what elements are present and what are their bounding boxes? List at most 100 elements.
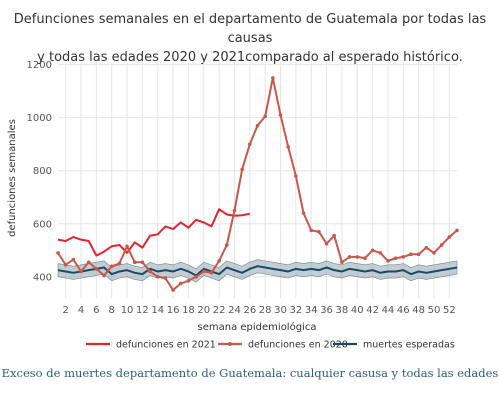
- series-expected-line: [57, 265, 458, 277]
- x-tick-label: 14: [151, 305, 164, 316]
- x-tick-label: 16: [167, 305, 180, 316]
- chart-title-line-1: Defunciones semanales en el departamento…: [13, 12, 487, 46]
- series-2020-point: [309, 228, 314, 233]
- series-2020-point: [355, 255, 360, 259]
- series-2020-point: [332, 233, 337, 238]
- series-2020-point: [217, 259, 221, 263]
- series-2020-point: [386, 259, 390, 263]
- chart-title: Defunciones semanales en el departamento…: [0, 10, 500, 67]
- series-2020-point: [439, 243, 444, 247]
- series-2020-point: [163, 276, 168, 280]
- x-tick-label: 46: [397, 305, 410, 316]
- series-2020-point: [240, 167, 244, 172]
- series-points: [56, 76, 459, 292]
- series-2020-point: [56, 251, 60, 255]
- y-tick-label: 1000: [27, 113, 52, 124]
- series-2020-point: [109, 264, 114, 268]
- series-2020-point: [416, 252, 421, 257]
- x-tick-label: 6: [93, 305, 99, 316]
- y-axis-ticks: 400 600 800 1000 1200: [27, 60, 52, 283]
- series-2020-point: [86, 260, 91, 265]
- series-2020-point: [447, 235, 452, 239]
- series-2020-point: [363, 256, 367, 261]
- series-2020-point: [201, 269, 206, 274]
- series-2020-point: [401, 255, 406, 259]
- series-2020-point: [340, 260, 344, 265]
- series-2020-point: [79, 269, 83, 274]
- x-tick-label: 12: [136, 305, 149, 316]
- series-2020-point: [140, 260, 145, 265]
- series-2020-point: [186, 278, 191, 283]
- x-axis-label: semana epidemiológica: [198, 321, 317, 333]
- series-2020-point: [393, 256, 398, 261]
- series-2020-point: [155, 274, 160, 279]
- x-tick-label: 36: [320, 305, 333, 316]
- series-2020-point: [178, 281, 183, 286]
- x-tick-label: 38: [336, 305, 349, 316]
- x-tick-label: 40: [351, 305, 364, 316]
- series-2021-line: [57, 208, 251, 257]
- series-2020-point: [409, 252, 413, 257]
- legend: defunciones en 2021 defunciones en 2020 mu…: [86, 340, 455, 351]
- series-2020-point: [263, 114, 267, 119]
- x-tick-label: 32: [289, 305, 302, 316]
- x-tick-label: 26: [243, 305, 256, 316]
- series-2020-point: [125, 244, 129, 249]
- series-2020-point: [71, 257, 76, 262]
- series-2020-point: [286, 145, 290, 149]
- series-2020-point: [317, 229, 321, 234]
- series-2020-point: [455, 228, 459, 233]
- y-tick-label: 400: [33, 272, 52, 283]
- y-axis-label: defunciones semanales: [7, 119, 18, 237]
- series-2020-point: [301, 211, 306, 215]
- series-2020-point: [132, 260, 137, 265]
- x-tick-label: 24: [228, 305, 241, 316]
- series-2020-point: [378, 251, 383, 255]
- x-tick-label: 10: [121, 305, 134, 316]
- series-2020-point: [347, 255, 352, 259]
- y-tick-label: 800: [33, 166, 52, 177]
- x-axis-ticks: 2 4 6 8 10 12 14 16 18 20 22 24 26 28 30 32 34 36 38 40 42 44…: [62, 305, 455, 316]
- chart-caption: Exceso de muertes departamento de Guatem…: [1, 366, 499, 380]
- legend-label-1: defunciones en 2020: [248, 340, 348, 351]
- series-2020-point: [225, 243, 229, 247]
- x-tick-label: 2: [62, 305, 68, 316]
- series-2020-point: [248, 142, 252, 147]
- series-2020-point: [94, 267, 99, 271]
- legend-label-0: defunciones en 2021: [116, 340, 216, 351]
- x-tick-label: 34: [305, 305, 318, 316]
- x-tick-label: 22: [213, 305, 226, 316]
- x-tick-label: 48: [412, 305, 425, 316]
- series-2020-point: [194, 274, 198, 279]
- legend-marker-1: [228, 342, 232, 346]
- series-2020-point: [232, 208, 237, 213]
- series-2020-point: [63, 263, 68, 267]
- series-2020-point: [278, 113, 283, 117]
- x-tick-label: 20: [197, 305, 210, 316]
- x-tick-label: 50: [428, 305, 441, 316]
- x-tick-label: 52: [443, 305, 456, 316]
- x-tick-label: 30: [274, 305, 287, 316]
- x-tick-label: 28: [259, 305, 272, 316]
- legend-label-2: muertes esperadas: [363, 340, 455, 351]
- line-chart: 2 4 6 8 10 12 14 16 18 20 22 24 26 28 30 32 34 36 38 40 42 44…: [7, 60, 459, 351]
- x-tick-label: 44: [382, 305, 395, 316]
- series-2020-point: [424, 245, 429, 250]
- y-tick-label: 600: [33, 219, 52, 230]
- series-2020-point: [117, 261, 122, 266]
- series-2020-point: [102, 273, 106, 278]
- x-tick-label: 42: [366, 305, 379, 316]
- series-2020-point: [432, 251, 436, 255]
- series-2020-point: [324, 241, 329, 246]
- series-2020-point: [255, 123, 260, 128]
- series-2020-point: [294, 174, 298, 178]
- chart-title-line-2: y todas las edades 2020 y 2021comparado …: [37, 50, 463, 65]
- series-2020-point: [271, 76, 275, 80]
- x-tick-label: 18: [182, 305, 195, 316]
- series-2020-point: [370, 248, 375, 253]
- series-2020-point: [171, 288, 175, 292]
- y-tick-label: 1200: [27, 60, 52, 71]
- series-2020-point: [148, 269, 152, 274]
- x-tick-label: 4: [78, 305, 84, 316]
- x-tick-label: 8: [109, 305, 115, 316]
